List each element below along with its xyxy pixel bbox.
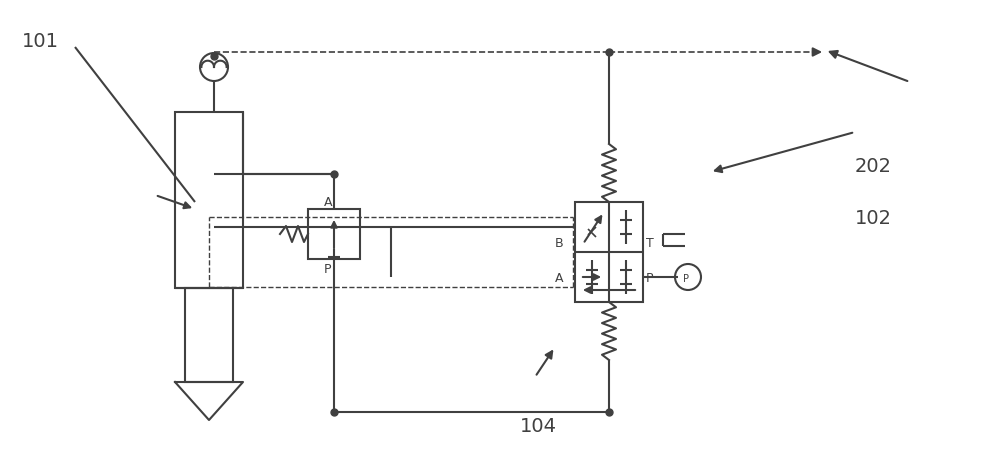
- Text: 101: 101: [22, 32, 59, 51]
- Bar: [185, 288, 233, 382]
- Text: 202: 202: [855, 157, 892, 176]
- Text: P: P: [683, 274, 689, 284]
- Text: 102: 102: [855, 209, 892, 228]
- Bar: [175, 112, 243, 288]
- Text: P: P: [646, 272, 654, 285]
- Text: A: A: [555, 272, 564, 285]
- Text: 104: 104: [520, 417, 557, 436]
- Bar: [308, 209, 360, 259]
- Text: B: B: [555, 237, 564, 250]
- Text: P: P: [324, 263, 331, 276]
- Text: A: A: [324, 196, 332, 209]
- Bar: [209, 217, 573, 287]
- Text: T: T: [646, 237, 654, 250]
- Bar: [575, 202, 643, 302]
